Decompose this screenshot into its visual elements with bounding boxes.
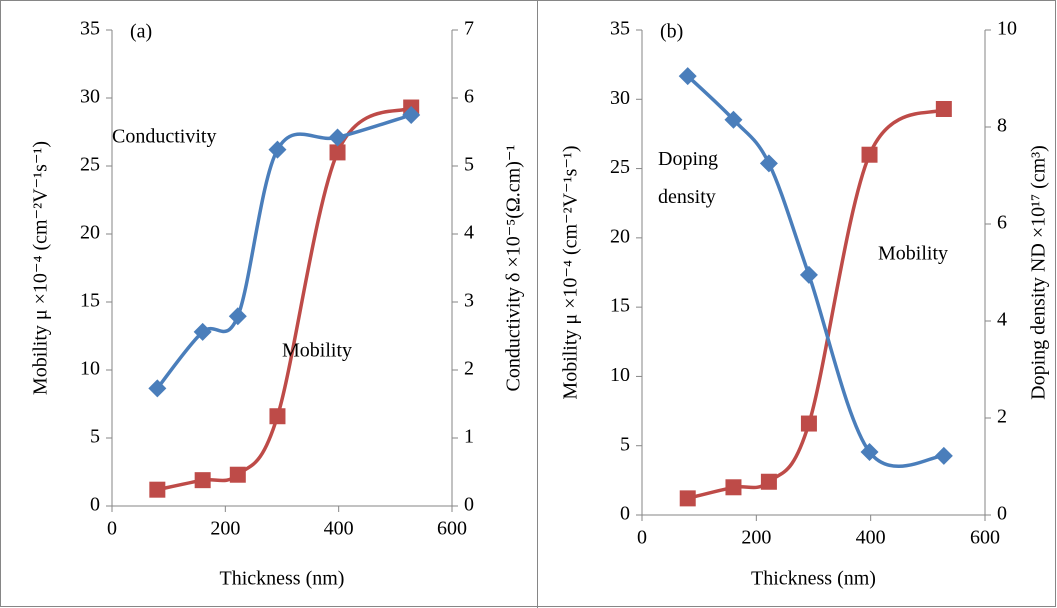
marker	[678, 67, 697, 86]
y-tick-label: 35	[610, 18, 630, 40]
marker	[800, 415, 817, 432]
y2-tick-label: 2	[464, 358, 474, 380]
marker	[229, 466, 246, 483]
series-line	[156, 105, 413, 492]
y-tick-label: 30	[610, 87, 630, 109]
series-line	[686, 74, 945, 468]
y2-tick-label: 3	[464, 290, 474, 312]
y2-tick-label: 5	[464, 154, 474, 176]
y-tick-label: 15	[80, 290, 100, 312]
marker	[725, 479, 742, 496]
y-tick-label: 30	[80, 86, 100, 108]
y-tick-label: 5	[90, 426, 100, 448]
marker	[194, 472, 211, 489]
y2-axis-title: Doping density ND ×10¹⁷ (cm³)	[1028, 145, 1050, 400]
y-axis-title: Mobility μ ×10⁻⁴ (cm⁻²V⁻¹s⁻¹)	[560, 145, 582, 399]
y-tick-label: 25	[80, 154, 100, 176]
series-label: Conductivity	[112, 126, 216, 148]
marker	[328, 128, 347, 147]
y2-tick-label: 6	[464, 86, 474, 108]
x-axis-title: Thickness (nm)	[220, 568, 345, 590]
y2-tick-label: 1	[464, 426, 474, 448]
x-tick-label: 0	[637, 527, 647, 549]
marker	[861, 146, 878, 163]
series-line	[687, 107, 945, 501]
marker	[148, 379, 167, 398]
y2-tick-label: 0	[997, 503, 1007, 525]
marker	[860, 442, 879, 461]
series-label: Mobility	[282, 340, 352, 362]
marker	[934, 446, 953, 465]
y2-tick-label: 6	[997, 212, 1007, 234]
x-axis-title: Thickness (nm)	[751, 568, 876, 590]
marker	[935, 100, 952, 117]
marker	[402, 106, 421, 124]
marker	[679, 490, 696, 507]
y2-tick-label: 4	[464, 222, 474, 244]
panel-title: (a)	[130, 21, 152, 43]
y2-tick-label: 2	[997, 406, 1007, 428]
y-tick-label: 10	[610, 364, 630, 386]
y-tick-label: 0	[620, 503, 630, 525]
y-tick-label: 0	[90, 494, 100, 516]
y2-tick-label: 8	[997, 115, 1007, 137]
series-label: Mobility	[878, 243, 948, 265]
marker	[228, 307, 247, 326]
y-tick-label: 10	[80, 358, 100, 380]
x-tick-label: 0	[107, 518, 117, 540]
x-tick-label: 200	[210, 518, 240, 540]
panel: 0 5 10 15 20 25 30 35 0 1 2 3 4 5 6 7 0 200 400 600 (a) Thick…	[30, 18, 525, 590]
y2-tick-label: 10	[997, 18, 1017, 40]
x-tick-label: 600	[970, 527, 1000, 549]
y2-axis-title: Conductivity δ ×10⁻⁵(Ω.cm)⁻¹	[503, 145, 525, 392]
marker	[193, 322, 212, 341]
marker	[759, 154, 778, 173]
marker	[268, 140, 287, 159]
x-tick-label: 600	[437, 518, 467, 540]
x-tick-label: 400	[324, 518, 354, 540]
panel: 0 5 10 15 20 25 30 35 0 2 4 6 8 10 0 200 400 600 (b) Thickn…	[560, 18, 1050, 590]
panel-title: (b)	[660, 21, 683, 43]
series-label: Doping density	[658, 148, 718, 208]
y-axis-title: Mobility μ ×10⁻⁴ (cm⁻²V⁻¹s⁻¹)	[30, 141, 52, 395]
y-tick-label: 20	[610, 225, 630, 247]
marker	[760, 473, 777, 490]
y-tick-label: 35	[80, 18, 100, 40]
marker	[269, 408, 286, 425]
y-tick-label: 25	[610, 156, 630, 178]
y-tick-label: 20	[80, 222, 100, 244]
y-tick-label: 5	[620, 433, 630, 455]
y-tick-label: 15	[610, 295, 630, 317]
marker	[329, 144, 346, 161]
marker	[149, 481, 166, 498]
marker	[799, 265, 818, 284]
y2-tick-label: 7	[464, 18, 474, 40]
x-tick-label: 200	[741, 527, 771, 549]
y2-tick-label: 0	[464, 494, 474, 516]
x-tick-label: 400	[856, 527, 886, 549]
y2-tick-label: 4	[997, 309, 1007, 331]
marker	[724, 110, 743, 129]
